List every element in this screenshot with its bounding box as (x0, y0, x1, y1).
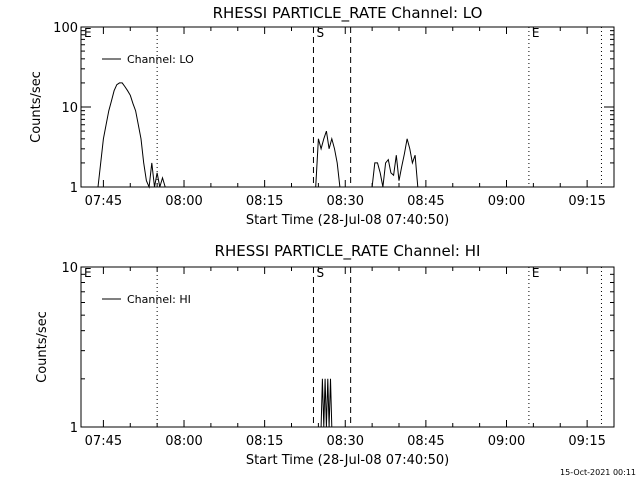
event-marker-label: E (84, 266, 92, 280)
series-line (320, 378, 333, 428)
y-tick-label: 10 (61, 101, 78, 116)
chart-title: RHESSI PARTICLE_RATE Channel: LO (213, 4, 483, 23)
x-tick-label: 08:45 (407, 194, 444, 209)
event-marker-label: E (532, 26, 540, 40)
x-axis-label: Start Time (28-Jul-08 07:40:50) (246, 213, 449, 228)
chart-title: RHESSI PARTICLE_RATE Channel: HI (215, 242, 481, 261)
y-tick-label: 10 (61, 261, 78, 276)
x-tick-label: 07:45 (85, 434, 122, 449)
y-tick-label: 1 (70, 181, 78, 196)
plot-frame (80, 26, 615, 188)
x-tick-label: 08:30 (327, 434, 364, 449)
y-axis-label: Counts/sec (35, 311, 50, 383)
x-tick-label: 08:45 (407, 434, 444, 449)
x-tick-label: 08:00 (165, 434, 202, 449)
x-tick-label: 09:00 (488, 194, 525, 209)
x-tick-label: 09:00 (488, 434, 525, 449)
y-axis-label: Counts/sec (29, 71, 44, 143)
generation-timestamp: 15-Oct-2021 00:11 (560, 468, 636, 477)
x-tick-label: 08:15 (246, 194, 283, 209)
x-tick-label: 08:30 (327, 194, 364, 209)
event-marker-label: E (532, 266, 540, 280)
y-tick-label: 100 (53, 21, 78, 36)
event-marker-label: S (316, 26, 324, 40)
hi-channel-chart: RHESSI PARTICLE_RATE Channel: HI 07:45 08:… (35, 242, 615, 468)
x-tick-label: 08:15 (246, 434, 283, 449)
plot-frame (80, 266, 615, 428)
y-tick-label: 1 (70, 421, 78, 436)
x-tick-label: 08:00 (165, 194, 202, 209)
legend-label: Channel: LO (127, 53, 194, 66)
x-tick-label: 09:15 (568, 194, 605, 209)
event-marker-label: E (84, 26, 92, 40)
series-line (97, 82, 419, 189)
x-tick-label: 07:45 (85, 194, 122, 209)
lo-channel-chart: RHESSI PARTICLE_RATE Channel: LO 07:45 08:… (29, 4, 615, 228)
x-tick-label: 09:15 (568, 434, 605, 449)
legend-label: Channel: HI (127, 293, 191, 306)
event-marker-label: S (316, 266, 324, 280)
x-axis-label: Start Time (28-Jul-08 07:40:50) (246, 453, 449, 468)
